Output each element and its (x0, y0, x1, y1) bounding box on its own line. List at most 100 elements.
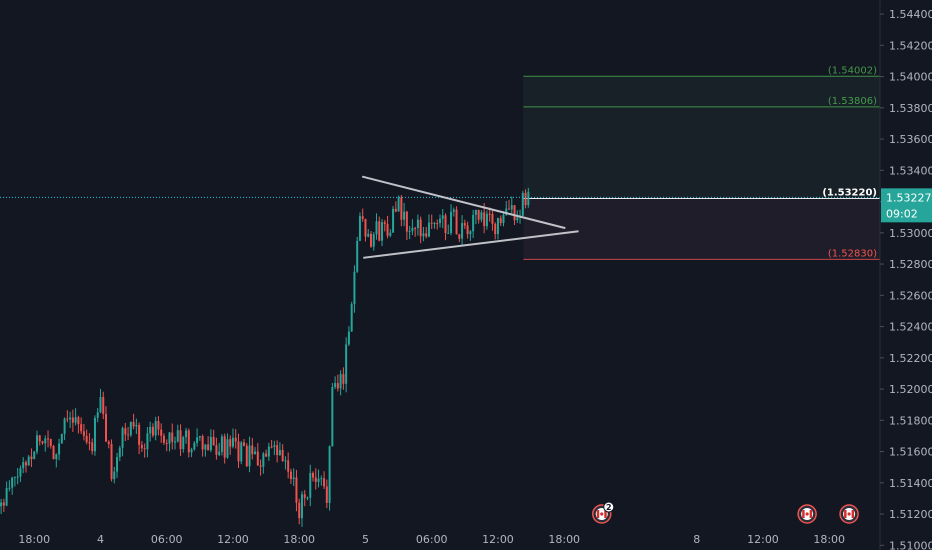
candle (138, 422, 141, 455)
price-tick-label: 1.54000 (889, 71, 932, 84)
candle-body (154, 421, 157, 436)
candle-body (91, 442, 94, 452)
triangle-upper-line[interactable] (361, 175, 566, 230)
candle-body (300, 494, 303, 519)
time-tick-label: 06:00 (416, 533, 448, 546)
candle-body (223, 436, 226, 458)
candle-body (312, 472, 315, 478)
candle (485, 210, 488, 230)
candle-body (419, 219, 422, 237)
candle-body (135, 424, 138, 427)
candle-body (47, 438, 50, 440)
candle-body (284, 460, 287, 462)
candle-body (212, 436, 215, 446)
price-tick-label: 1.54400 (889, 8, 932, 21)
candle-body (461, 223, 464, 239)
candle-body (416, 219, 419, 229)
candle (300, 491, 303, 527)
candle-body (138, 424, 141, 445)
candle (124, 422, 127, 442)
candle-body (289, 471, 292, 480)
candle-body (328, 446, 331, 503)
candle (265, 449, 268, 457)
axes-layer: 1.51000 1.51200 1.51400 1.51600 1.51800 1.520… (18, 0, 932, 550)
candle (5, 481, 8, 507)
candle (436, 219, 439, 230)
candle (58, 438, 61, 461)
candle (146, 427, 149, 458)
candle (165, 439, 168, 452)
candle-body (193, 442, 196, 450)
candle (11, 476, 14, 495)
candle-body (306, 497, 309, 499)
candle (306, 496, 309, 501)
candle (229, 435, 232, 455)
candle (403, 202, 406, 227)
candle (452, 207, 455, 217)
candle (441, 208, 444, 229)
candle (347, 326, 350, 346)
candle-body (207, 444, 210, 451)
last-price-tag[interactable] (881, 188, 932, 223)
event-flag-1[interactable]: 2 (592, 501, 615, 524)
candle (107, 440, 110, 449)
event-flag-3[interactable] (839, 504, 859, 524)
price-tick-label: 1.51000 (889, 539, 932, 550)
price-tick-label: 1.51400 (889, 477, 932, 490)
candle (185, 427, 188, 444)
candle-body (397, 197, 400, 212)
time-tick-label: 18:00 (548, 533, 580, 546)
candle-body (19, 468, 22, 477)
candle (450, 204, 453, 236)
candle-body (273, 445, 276, 447)
time-tick-label: 5 (362, 533, 369, 546)
candle (93, 415, 96, 456)
candle-body (430, 222, 433, 224)
candle (262, 452, 265, 474)
flag-leaf (847, 512, 851, 516)
candle (176, 424, 179, 443)
candle-body (369, 233, 372, 247)
candle-body (425, 233, 428, 237)
price-tick-label: 1.51800 (889, 414, 932, 427)
candle (198, 435, 201, 441)
candle (270, 439, 273, 449)
candle-body (33, 451, 36, 460)
candle-body (527, 191, 530, 206)
candle-body (510, 205, 513, 210)
triangle-lower-line[interactable] (363, 230, 579, 259)
candle-body (127, 434, 130, 436)
candle-body (237, 441, 240, 462)
candle (157, 416, 160, 436)
candle-body (356, 240, 359, 272)
candle (510, 196, 513, 216)
candle (334, 376, 337, 390)
candle-body (383, 222, 386, 224)
candle-body (439, 218, 441, 224)
candle-body (463, 223, 466, 226)
candle (358, 212, 361, 242)
candle (458, 233, 461, 243)
candle (22, 457, 25, 474)
candle-body (129, 422, 132, 436)
candle-body (251, 445, 254, 455)
candle-body (405, 211, 408, 232)
candle-body (334, 383, 337, 388)
candle-body (16, 476, 19, 478)
event-flag-2[interactable] (797, 504, 817, 524)
candle-body (270, 446, 273, 448)
candle-body (38, 435, 41, 442)
candle (132, 413, 135, 430)
price-tick-label: 1.53000 (889, 227, 932, 240)
candle (80, 417, 83, 435)
candle-body (229, 439, 232, 447)
candle (113, 466, 116, 484)
candle-body (124, 428, 127, 435)
candle-body (49, 438, 52, 446)
candle-body (466, 225, 469, 235)
candle-body (0, 502, 3, 507)
candle-body (13, 476, 16, 478)
candle-body (389, 232, 392, 236)
